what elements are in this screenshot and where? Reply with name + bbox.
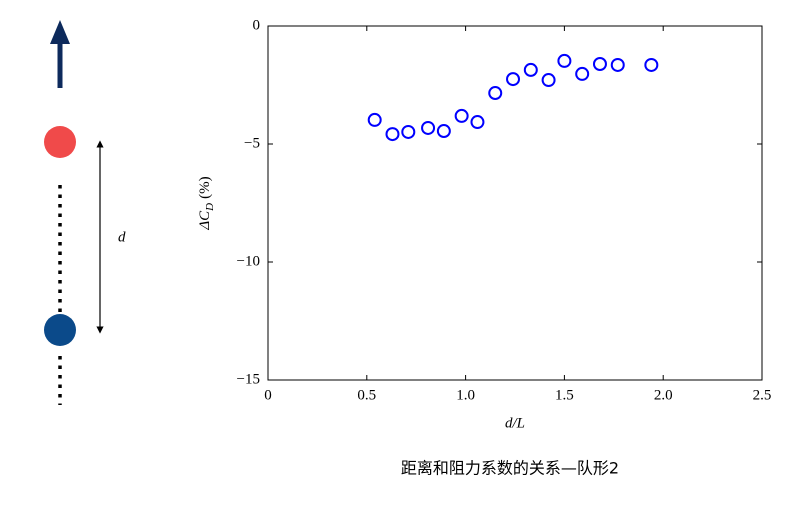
data-point xyxy=(610,57,625,72)
data-point xyxy=(488,86,503,101)
x-tick-label: 0.5 xyxy=(357,387,376,403)
x-tick-label: 2.0 xyxy=(654,387,673,403)
data-point xyxy=(506,72,521,87)
y-tick-label: −15 xyxy=(237,371,260,387)
y-label-main: ΔC xyxy=(197,210,213,231)
x-tick-label: 2.5 xyxy=(753,387,772,403)
diagram: d xyxy=(44,20,126,405)
data-point xyxy=(385,127,400,142)
data-point xyxy=(401,124,416,139)
x-tick-label: 1.0 xyxy=(456,387,475,403)
data-point xyxy=(541,73,556,88)
y-label-unit: (%) xyxy=(197,176,213,199)
y-tick-label: −5 xyxy=(244,135,260,151)
red-body xyxy=(44,126,76,158)
data-point xyxy=(367,112,382,127)
data-point xyxy=(592,56,607,71)
data-point xyxy=(454,108,469,123)
y-tick-label: 0 xyxy=(253,17,261,33)
data-point xyxy=(470,115,485,130)
data-point xyxy=(644,57,659,72)
x-axis-label: d/L xyxy=(505,415,525,431)
data-point xyxy=(421,120,436,135)
x-tick-label: 1.5 xyxy=(555,387,574,403)
distance-label: d xyxy=(118,229,126,245)
blue-body xyxy=(44,314,76,346)
data-point xyxy=(436,124,451,139)
x-tick-label: 0 xyxy=(264,387,272,403)
y-label-sub: D xyxy=(204,203,216,212)
data-point xyxy=(557,53,572,68)
data-point xyxy=(523,62,538,77)
data-point xyxy=(575,66,590,81)
y-tick-label: −10 xyxy=(237,253,260,269)
plot-frame xyxy=(267,25,763,381)
y-axis-label: ΔCD (%) xyxy=(197,176,215,230)
arrow-head xyxy=(50,20,70,44)
caption: 距离和阻力系数的关系—队形2 xyxy=(401,459,619,478)
